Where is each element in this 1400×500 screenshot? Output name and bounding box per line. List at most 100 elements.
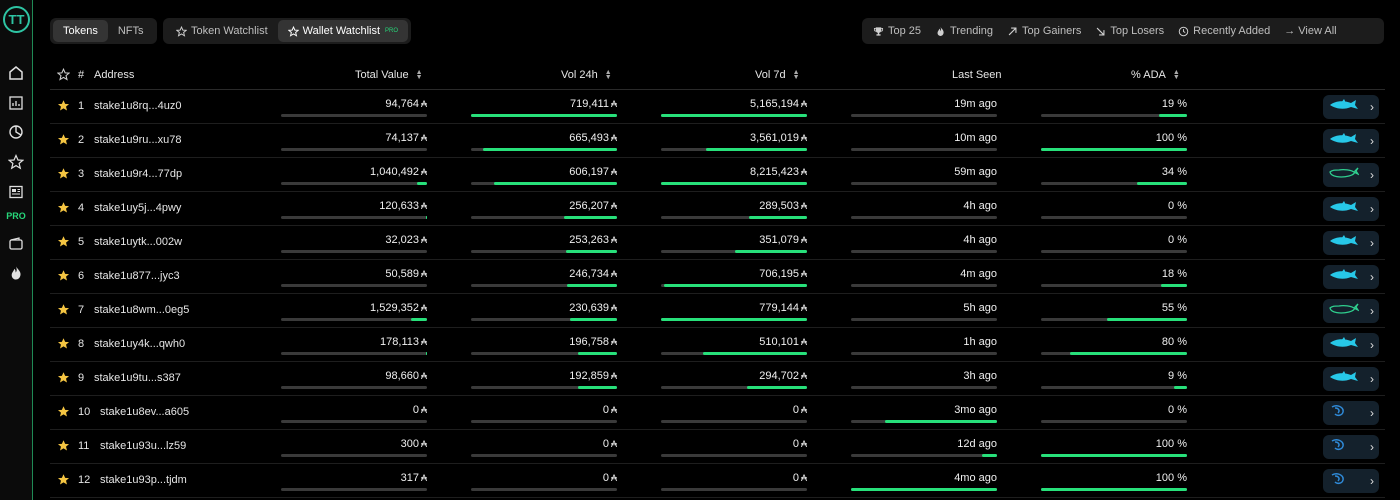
star-outline-icon[interactable]: [57, 68, 70, 81]
table-row[interactable]: 9 stake1u9tu...s387 98,660 ₳ 192,859 ₳ 294,702…: [50, 362, 1385, 396]
table-row[interactable]: 11 stake1u93u...lz59 300 ₳ 0 ₳ 0 ₳ 12d ago 100 % ›: [50, 430, 1385, 464]
tab-tokens[interactable]: Tokens: [53, 20, 108, 42]
table-row[interactable]: 8 stake1uy4k...qwh0 178,113 ₳ 196,758 ₳ 510,10…: [50, 328, 1385, 362]
wallet-details-button[interactable]: ›: [1323, 265, 1379, 289]
news-icon[interactable]: [6, 182, 26, 202]
chart-icon[interactable]: [6, 93, 26, 113]
col-vol-7d[interactable]: Vol 7d ▲ ▼: [755, 69, 800, 81]
vol-7d-value: 5,165,194: [750, 98, 799, 110]
wallet-details-button[interactable]: ›: [1323, 367, 1379, 391]
vol-7d-value: 289,503: [759, 200, 799, 212]
col-vol-24h[interactable]: Vol 24h ▲ ▼: [561, 69, 612, 81]
top-gainers-label: Top Gainers: [1022, 25, 1082, 37]
col-last-seen: Last Seen: [952, 69, 1002, 81]
total-value-value: 0: [412, 404, 419, 416]
view-all-label: → View All: [1284, 25, 1337, 37]
wallet-details-button[interactable]: ›: [1323, 333, 1379, 357]
last-seen-bar: [851, 216, 997, 219]
wallet-details-button[interactable]: ›: [1323, 401, 1379, 425]
top-25-button[interactable]: Top 25: [866, 20, 928, 42]
trending-button[interactable]: Trending: [928, 20, 1000, 42]
table-row[interactable]: 5 stake1uytk...002w 32,023 ₳ 253,263 ₳ 351,079…: [50, 226, 1385, 260]
favorite-star-icon[interactable]: [57, 439, 70, 452]
favorite-star-icon[interactable]: [57, 473, 70, 486]
ada-symbol: ₳: [420, 167, 427, 177]
wallet-details-button[interactable]: ›: [1323, 163, 1379, 187]
wallet-address-link[interactable]: stake1uy5j...4pwy: [94, 202, 182, 214]
top-gainers-button[interactable]: Top Gainers: [1000, 20, 1088, 42]
wallet-address-link[interactable]: stake1u9r4...77dp: [94, 168, 183, 180]
favorite-star-icon[interactable]: [57, 337, 70, 350]
star-icon[interactable]: [6, 152, 26, 172]
row-rank: 11: [78, 440, 90, 452]
wallet-address-link[interactable]: stake1u93p...tjdm: [100, 474, 187, 486]
tab-nfts[interactable]: NFTs: [117, 25, 144, 37]
table-row[interactable]: 2 stake1u9ru...xu78 74,137 ₳ 665,493 ₳ 3,561,0…: [50, 124, 1385, 158]
vol-7d-value: 3,561,019: [750, 132, 799, 144]
wallet-details-button[interactable]: ›: [1323, 129, 1379, 153]
wallet-details-button[interactable]: ›: [1323, 299, 1379, 323]
table-row[interactable]: 12 stake1u93p...tjdm 317 ₳ 0 ₳ 0 ₳ 4mo ago 100 % ›: [50, 464, 1385, 498]
ada-symbol: ₳: [420, 201, 427, 211]
favorite-star-icon[interactable]: [57, 405, 70, 418]
ada-percent-bar: [1041, 386, 1187, 389]
total-value-cell: 94,764 ₳: [281, 97, 427, 117]
vol-24h-bar: [471, 352, 617, 355]
row-rank: 5: [78, 236, 85, 248]
wallet-details-button[interactable]: ›: [1323, 469, 1379, 493]
wallet-address-link[interactable]: stake1u8ev...a605: [100, 406, 190, 418]
home-icon[interactable]: [6, 63, 26, 83]
view-all-button[interactable]: → View All: [1277, 20, 1343, 42]
favorite-star-icon[interactable]: [57, 371, 70, 384]
favorite-star-icon[interactable]: [57, 133, 70, 146]
favorite-star-icon[interactable]: [57, 235, 70, 248]
recently-added-button[interactable]: Recently Added: [1171, 20, 1277, 42]
total-value-value: 317: [400, 472, 419, 484]
vol-24h-cell: 230,639 ₳: [471, 301, 617, 321]
wallet-details-button[interactable]: ›: [1323, 435, 1379, 459]
col-total-value[interactable]: Total Value ▲ ▼: [355, 69, 423, 81]
wallet-address-link[interactable]: stake1u8rq...4uz0: [94, 100, 182, 112]
wallet-address-link[interactable]: stake1u93u...lz59: [100, 440, 187, 452]
vol-24h-bar: [471, 454, 617, 457]
favorite-star-icon[interactable]: [57, 303, 70, 316]
table-row[interactable]: 7 stake1u8wm...0eg5 1,529,352 ₳ 230,639 ₳ 779,…: [50, 294, 1385, 328]
favorite-star-icon[interactable]: [57, 99, 70, 112]
wallet-address-link[interactable]: stake1u8wm...0eg5: [94, 304, 190, 316]
top-losers-button[interactable]: Top Losers: [1088, 20, 1171, 42]
fire-icon[interactable]: [6, 263, 26, 283]
table-row[interactable]: 1 stake1u8rq...4uz0 94,764 ₳ 719,411 ₳ 5,165,1…: [50, 90, 1385, 124]
ada-symbol: ₳: [800, 269, 807, 279]
ada-percent-cell: 18 %: [1041, 267, 1187, 287]
table-row[interactable]: 6 stake1u877...jyc3 50,589 ₳ 246,734 ₳ 706,195…: [50, 260, 1385, 294]
ada-symbol: ₳: [420, 473, 427, 483]
top-25-label: Top 25: [888, 25, 922, 37]
wallet-details-button[interactable]: ›: [1323, 197, 1379, 221]
pie-chart-icon[interactable]: [6, 122, 26, 142]
wallet-watchlist-tab[interactable]: Wallet Watchlist PRO: [277, 20, 409, 42]
wallet-details-button[interactable]: ›: [1323, 231, 1379, 255]
wallet-address-link[interactable]: stake1uytk...002w: [94, 236, 183, 248]
wallet-details-button[interactable]: ›: [1323, 95, 1379, 119]
favorite-star-icon[interactable]: [57, 201, 70, 214]
favorite-star-icon[interactable]: [57, 269, 70, 282]
wallet-address-link[interactable]: stake1u9ru...xu78: [94, 134, 182, 146]
favorite-star-icon[interactable]: [57, 167, 70, 180]
row-rank: 3: [78, 168, 85, 180]
table-row[interactable]: 3 stake1u9r4...77dp 1,040,492 ₳ 606,197 ₳ 8,21…: [50, 158, 1385, 192]
wallet-icon[interactable]: [6, 234, 26, 254]
ada-symbol: ₳: [610, 405, 617, 415]
total-value-bar: [281, 182, 427, 185]
total-value-value: 300: [400, 438, 419, 450]
ada-symbol: ₳: [800, 235, 807, 245]
table-row[interactable]: 10 stake1u8ev...a605 0 ₳ 0 ₳ 0 ₳ 3mo ago 0 % ›: [50, 396, 1385, 430]
table-row[interactable]: 4 stake1uy5j...4pwy 120,633 ₳ 256,207 ₳ 289,50…: [50, 192, 1385, 226]
pro-label: PRO: [6, 211, 26, 221]
wallet-address-link[interactable]: stake1uy4k...qwh0: [94, 338, 186, 350]
wallet-address-link[interactable]: stake1u9tu...s387: [94, 372, 181, 384]
token-watchlist-tab[interactable]: Token Watchlist: [166, 20, 278, 42]
app-logo[interactable]: TT: [3, 6, 30, 33]
wallet-address-link[interactable]: stake1u877...jyc3: [94, 270, 180, 282]
vol-7d-cell: 510,101 ₳: [661, 335, 807, 355]
col-ada[interactable]: % ADA ▲ ▼: [1131, 69, 1180, 81]
